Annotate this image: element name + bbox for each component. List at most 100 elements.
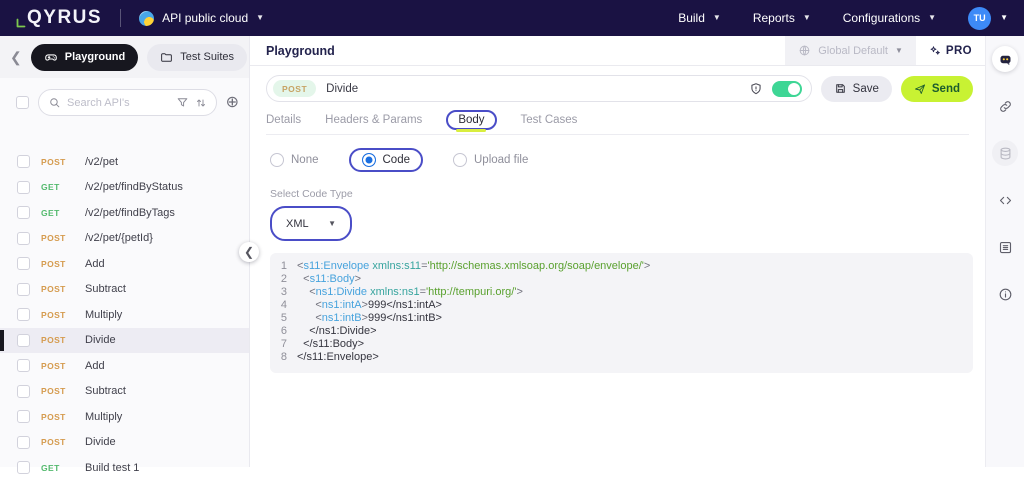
checkbox[interactable]	[17, 206, 30, 220]
line-number: 8	[280, 351, 287, 363]
navbar-menus: Build ▼ Reports ▼ Configurations ▼ TU ▼	[678, 6, 1008, 30]
code-type-value: XML	[286, 217, 309, 230]
list-item-subtract[interactable]: POST Subtract	[0, 379, 249, 405]
sidebar-collapse-handle[interactable]: ❮	[239, 242, 259, 262]
code-type-select[interactable]: XML ▼	[275, 211, 347, 236]
checkbox[interactable]	[17, 180, 30, 194]
search-input[interactable]	[67, 96, 170, 109]
select-all-checkbox[interactable]	[16, 96, 29, 109]
list-item-subtract[interactable]: POST Subtract	[0, 277, 249, 303]
request-enabled-toggle[interactable]	[771, 80, 802, 97]
request-pill[interactable]: POST Divide	[266, 75, 812, 102]
line-number: 1	[280, 260, 287, 272]
body-mode-none[interactable]: None	[270, 153, 319, 167]
code-editor[interactable]: 1 <s11:Envelope xmlns:s11='http://schemas…	[270, 253, 973, 373]
api-name: Divide	[85, 334, 116, 347]
request-name: Divide	[326, 82, 359, 95]
list-item-multiply[interactable]: POST Multiply	[0, 404, 249, 430]
send-button[interactable]: Send	[900, 75, 973, 102]
checkbox[interactable]	[17, 308, 30, 322]
code-line: 4 <ns1:intA>999</ns1:intA>	[270, 299, 965, 312]
checkbox[interactable]	[17, 282, 30, 296]
tab-test-cases[interactable]: Test Cases	[521, 114, 578, 126]
filter-funnel-icon[interactable]	[176, 96, 189, 109]
tab-headers-params[interactable]: Headers & Params	[325, 114, 422, 126]
tab-details[interactable]: Details	[266, 114, 301, 126]
sparkle-icon	[929, 45, 941, 57]
list-item-divide[interactable]: POST Divide	[0, 430, 249, 456]
method-label: POST	[41, 258, 66, 269]
tab-playground[interactable]: Playground	[30, 43, 139, 71]
checkbox[interactable]	[17, 410, 30, 424]
code-line: 3 <ns1:Divide xmlns:ns1='http://tempuri.…	[270, 286, 965, 299]
list-item-add[interactable]: POST Add	[0, 251, 249, 277]
api-name: Subtract	[85, 283, 126, 296]
link-button[interactable]	[992, 93, 1018, 119]
environment-label: Global Default	[818, 44, 888, 57]
nav-menu-build[interactable]: Build ▼	[678, 11, 721, 25]
shield-icon[interactable]	[749, 82, 763, 96]
page-title: Playground	[266, 43, 335, 58]
environment-selector[interactable]: Global Default ▼	[785, 36, 916, 65]
user-menu[interactable]: TU ▼	[968, 6, 1008, 30]
method-label: POST	[41, 437, 66, 448]
list-item-v2-pet-findbytags[interactable]: GET/v2/pet/findByTags	[0, 200, 249, 226]
list-item-build-test-1[interactable]: GET Build test 1	[0, 455, 249, 481]
assistant-robot-button[interactable]	[992, 46, 1018, 72]
code-icon	[998, 193, 1013, 208]
nav-menu-configurations[interactable]: Configurations ▼	[843, 11, 936, 25]
method-label: POST	[41, 360, 66, 371]
checkbox[interactable]	[17, 359, 30, 373]
request-tabs: Details Headers & Params Body Test Cases	[266, 105, 969, 135]
nav-menu-label: Configurations	[842, 11, 921, 25]
api-name: Add	[85, 257, 105, 270]
radio-code[interactable]	[361, 153, 376, 167]
nav-menu-label: Build	[678, 11, 705, 25]
body-mode-code[interactable]: Code	[348, 148, 423, 172]
database-button[interactable]	[992, 140, 1018, 166]
workspace-selector[interactable]: API public cloud ▼	[139, 10, 264, 26]
checkbox[interactable]	[17, 435, 30, 449]
info-button[interactable]	[992, 281, 1018, 307]
chevron-left-icon[interactable]: ❮	[10, 49, 22, 65]
search-row: ⊕	[0, 78, 249, 124]
sort-icon[interactable]	[195, 97, 207, 109]
api-name: Subtract	[85, 385, 126, 398]
nav-menu-reports[interactable]: Reports ▼	[753, 11, 811, 25]
list-item-v2-pet-petid[interactable]: POST/v2/pet/{petId}	[0, 226, 249, 252]
avatar[interactable]: TU	[968, 6, 992, 30]
checkbox[interactable]	[17, 384, 30, 398]
code-line: 7 </s11:Body>	[270, 338, 965, 351]
gamepad-icon	[44, 50, 58, 64]
workspace-label: API public cloud	[162, 11, 249, 25]
request-form-button[interactable]	[992, 234, 1018, 260]
code-type-label: Select Code Type	[270, 188, 353, 200]
chevron-down-icon: ▼	[328, 218, 336, 228]
list-item-divide[interactable]: POST Divide	[0, 327, 249, 353]
qyrus-logo[interactable]: QYRUS	[16, 7, 102, 29]
tab-test-suites[interactable]: Test Suites	[147, 43, 248, 71]
checkbox[interactable]	[17, 231, 30, 245]
list-item-v2-pet-findbystatus[interactable]: GET/v2/pet/findByStatus	[0, 175, 249, 201]
checkbox[interactable]	[17, 257, 30, 271]
api-name: /v2/pet/findByStatus	[85, 181, 183, 194]
code-button[interactable]	[992, 187, 1018, 213]
list-item-add[interactable]: POST Add	[0, 353, 249, 379]
body-mode-label: Upload file	[474, 154, 529, 166]
checkbox[interactable]	[17, 155, 30, 169]
body-mode-upload-file[interactable]: Upload file	[453, 153, 528, 167]
list-item-v2-pet[interactable]: POST/v2/pet	[0, 149, 249, 175]
body-mode-label: Code	[382, 154, 411, 166]
checkbox[interactable]	[17, 461, 30, 475]
radio-none[interactable]	[270, 153, 284, 167]
radio-upload-file[interactable]	[453, 153, 467, 167]
tab-label: Headers & Params	[325, 113, 423, 126]
tab-label: Body	[458, 113, 485, 126]
save-button[interactable]: Save	[820, 75, 892, 102]
tab-body[interactable]: Body	[446, 109, 497, 130]
chevron-down-icon: ▼	[802, 13, 811, 22]
add-api-button[interactable]: ⊕	[225, 93, 239, 111]
method-label: POST	[41, 335, 66, 346]
checkbox[interactable]	[17, 333, 30, 347]
list-item-multiply[interactable]: POST Multiply	[0, 302, 249, 328]
